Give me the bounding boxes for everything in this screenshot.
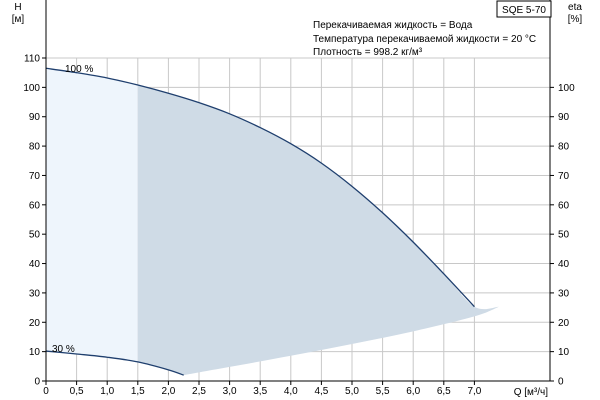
x-tick-label: 3,0 <box>223 386 237 397</box>
info-line-fluid: Перекачиваемая жидкость = Вода <box>313 20 473 31</box>
x-tick-label: 4,0 <box>284 386 298 397</box>
operating-area-dark <box>137 85 499 376</box>
operating-area <box>46 68 499 376</box>
x-tick-label: 1,5 <box>131 386 145 397</box>
y-right-tick-label: 50 <box>558 230 570 241</box>
tick-labels: 0 10 20 30 40 50 60 70 80 90 100 110 0 10 20 30 40 50 60 70… <box>23 54 575 398</box>
x-tick-label: 0,5 <box>70 386 84 397</box>
y-right-tick-label: 100 <box>558 83 575 94</box>
y-left-tick-label: 90 <box>29 112 41 123</box>
y-left-tick-label: 10 <box>29 347 41 358</box>
curves <box>45 67 475 376</box>
y-left-tick-label: 50 <box>29 230 41 241</box>
x-tick-label: 7,0 <box>467 386 481 397</box>
y-right-tick-label: 80 <box>558 142 570 153</box>
x-tick-label: 1,0 <box>100 386 114 397</box>
y-left-label-unit: [м] <box>12 14 25 25</box>
y-right-label-symbol: eta <box>568 2 582 13</box>
y-right-tick-label: 20 <box>558 318 570 329</box>
y-right-tick-label: 60 <box>558 200 570 211</box>
x-tick-label: 5,5 <box>376 386 390 397</box>
curve-100-percent <box>45 67 475 308</box>
title-box <box>496 0 552 18</box>
axes <box>42 0 554 385</box>
curve-30-percent <box>45 350 184 376</box>
info-line-temperature: Температура перекачиваемой жидкости = 20… <box>313 34 536 45</box>
y-right-tick-label: 90 <box>558 112 570 123</box>
curve-label-100: 100 % <box>65 64 93 75</box>
x-tick-label: 3,5 <box>253 386 267 397</box>
y-left-tick-label: 100 <box>23 83 40 94</box>
y-right-tick-label: 0 <box>558 377 564 388</box>
y-left-label-symbol: H <box>14 2 21 13</box>
y-left-tick-label: 20 <box>29 318 41 329</box>
y-left-tick-label: 110 <box>24 54 40 65</box>
y-left-tick-label: 0 <box>34 377 40 388</box>
x-tick-label: 6,0 <box>406 386 420 397</box>
x-tick-label: 2,0 <box>161 386 175 397</box>
y-left-tick-label: 30 <box>29 288 41 299</box>
y-left-tick-label: 80 <box>29 142 41 153</box>
y-right-tick-label: 40 <box>558 259 570 270</box>
y-left-tick-label: 60 <box>29 200 41 211</box>
y-right-tick-label: 10 <box>558 347 570 358</box>
curve-label-30: 30 % <box>52 344 75 355</box>
chart-title: SQE 5-70 <box>502 5 546 16</box>
x-axis-label: Q [м³/ч] <box>514 387 549 398</box>
y-right-tick-label: 30 <box>558 288 570 299</box>
y-left-tick-label: 40 <box>29 259 41 270</box>
x-tick-label: 6,5 <box>437 386 451 397</box>
y-right-tick-label: 70 <box>558 171 570 182</box>
y-right-label-unit: [%] <box>568 14 583 25</box>
x-tick-label: 0 <box>43 386 49 397</box>
info-line-density: Плотность = 998.2 кг/м³ <box>313 47 423 58</box>
operating-area-light <box>46 68 138 362</box>
x-tick-label: 5,0 <box>345 386 359 397</box>
x-tick-label: 2,5 <box>192 386 206 397</box>
x-tick-label: 4,5 <box>314 386 328 397</box>
y-left-tick-label: 70 <box>29 171 41 182</box>
